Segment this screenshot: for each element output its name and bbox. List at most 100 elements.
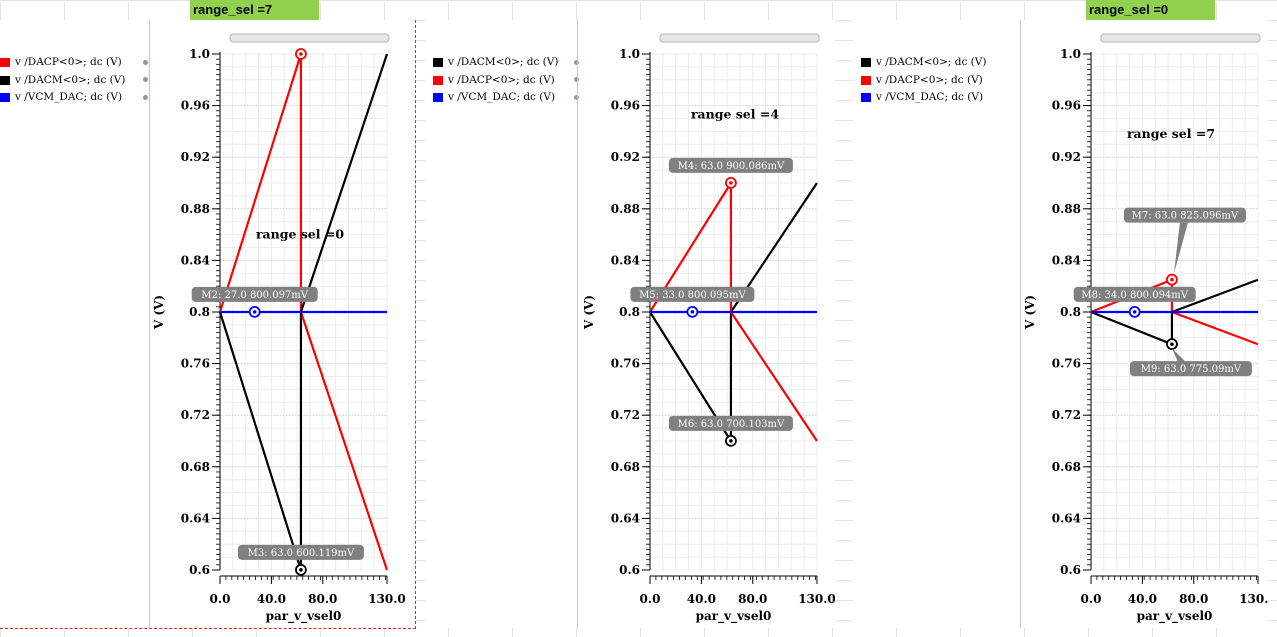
marker-callout — [191, 286, 318, 302]
y-tick-label: 0.88 — [611, 202, 640, 216]
marker-callout-label: M5: 33.0 800.095mV — [639, 290, 746, 301]
legend-swatch — [433, 58, 443, 68]
y-axis-title: V (V) — [152, 295, 166, 330]
legend-item[interactable]: v /DACM<0>; dc (V) — [0, 72, 148, 90]
legend-item[interactable]: v /DACP<0>; dc (V) — [861, 72, 1011, 90]
legend-item[interactable]: v /DACP<0>; dc (V) — [0, 54, 148, 72]
y-tick-label: 0.92 — [611, 150, 640, 164]
legend-swatch — [433, 75, 443, 85]
legend-label: v /DACM<0>; dc (V) — [448, 56, 559, 68]
y-tick-label: 0.6 — [189, 563, 210, 577]
y-tick-label: 0.68 — [1052, 460, 1081, 474]
marker-callout — [1073, 286, 1196, 302]
marker-callout-label: M7: 63.0 825.096mV — [1132, 211, 1239, 222]
marker-callout — [1129, 361, 1252, 377]
range-sel-annotation: range sel =7 — [1127, 126, 1215, 141]
legend-swatch — [0, 75, 10, 85]
legend-item[interactable]: v /VCM_DAC; dc (V) — [861, 89, 1011, 107]
y-tick-label: 0.96 — [181, 99, 210, 113]
legend-item[interactable]: v /DACM<0>; dc (V) — [433, 54, 578, 72]
y-tick-label: 0.68 — [181, 460, 210, 474]
legend-visibility-dot[interactable] — [574, 95, 579, 100]
x-tick-label: 80.0 — [738, 592, 767, 606]
legend-2: v /DACM<0>; dc (V) v /DACP<0>; dc (V) v … — [433, 54, 579, 107]
y-tick-label: 1.0 — [619, 47, 640, 61]
legend-label: v /VCM_DAC; dc (V) — [876, 91, 984, 103]
y-tick-label: 0.84 — [611, 253, 640, 267]
y-tick-label: 0.96 — [1052, 99, 1081, 113]
y-tick-label: 1.0 — [1060, 47, 1081, 61]
waveform-panel-1: v /DACP<0>; dc (V) v /DACM<0>; dc (V) v … — [0, 20, 415, 628]
panel-divider — [149, 20, 150, 628]
panel-divider — [1020, 20, 1021, 628]
legend-visibility-dot[interactable] — [143, 95, 148, 100]
marker-callout-label: M9: 63.0 775.09mV — [1141, 364, 1242, 375]
marker-dot — [1170, 342, 1174, 346]
marker-dot — [299, 52, 303, 56]
series-line — [218, 52, 389, 571]
x-tick-label: 130.0 — [368, 592, 406, 606]
legend-label: v /VCM_DAC; dc (V) — [15, 91, 123, 103]
x-axis-title: par_v_vsel0 — [266, 609, 342, 624]
marker-dot — [299, 568, 303, 572]
x-tick-label: 0.0 — [210, 592, 231, 606]
x-tick-label: 40.0 — [687, 592, 716, 606]
series-line — [1090, 278, 1259, 346]
marker-dot — [690, 310, 695, 314]
legend-swatch — [433, 93, 443, 103]
legend-swatch — [0, 58, 10, 68]
legend-swatch — [861, 93, 871, 103]
legend-visibility-dot[interactable] — [143, 77, 148, 82]
legend-item[interactable]: v /VCM_DAC; dc (V) — [433, 89, 578, 107]
marker-dot — [729, 439, 733, 443]
marker-callout-pointer — [1171, 348, 1186, 363]
y-tick-label: 0.76 — [181, 357, 210, 371]
legend-label: v /DACP<0>; dc (V) — [15, 56, 122, 68]
marker-dot — [252, 310, 257, 314]
marker-dot — [729, 181, 733, 185]
series-line — [649, 182, 818, 443]
x-axis-title: par_v_vsel0 — [696, 609, 772, 624]
legend-visibility-dot[interactable] — [143, 60, 148, 65]
marker-callout-label: M3: 63.0 600.119mV — [248, 548, 355, 559]
x-tick-label: 80.0 — [1179, 592, 1208, 606]
legend-visibility-dot[interactable] — [574, 77, 579, 82]
legend-visibility-dot[interactable] — [574, 60, 579, 65]
marker-callout-label: M6: 63.0 700.103mV — [678, 419, 785, 430]
y-tick-label: 0.96 — [611, 99, 640, 113]
marker-callout — [668, 157, 793, 173]
range-sel-tag-right[interactable]: range_sel =0 — [1086, 0, 1215, 20]
y-tick-label: 0.64 — [1052, 511, 1081, 525]
overview-scrollbar — [1100, 33, 1261, 43]
overview-scrollbar — [659, 33, 820, 43]
chart-range-sel-4: 0.6 0.64 0.68 0.72 0.76 0.8 0.84 0.88 0.92 0.96 1.… — [582, 33, 835, 624]
waveform-panel-3: v /DACM<0>; dc (V) v /DACP<0>; dc (V) v … — [853, 20, 1268, 628]
marker-callout — [237, 544, 364, 560]
legend-item[interactable]: v /DACM<0>; dc (V) — [861, 54, 1011, 72]
waveform-panel-2: v /DACM<0>; dc (V) v /DACP<0>; dc (V) v … — [425, 20, 835, 628]
range-sel-tag-left[interactable]: range_sel =7 — [190, 0, 319, 20]
marker-dot — [1170, 277, 1174, 282]
legend-item[interactable]: v /VCM_DAC; dc (V) — [0, 89, 148, 107]
y-tick-label: 1.0 — [189, 47, 210, 61]
marker-callout-label: M2: 27.0 800.097mV — [201, 290, 308, 301]
x-tick-label: 0.0 — [640, 592, 661, 606]
marker-dot — [1132, 310, 1137, 314]
marker-callout-label: M8: 34.0 800.094mV — [1081, 290, 1188, 301]
legend-swatch — [0, 93, 10, 103]
x-tick-label: 80.0 — [308, 592, 337, 606]
series-line — [649, 181, 818, 442]
legend-item[interactable]: v /DACP<0>; dc (V) — [433, 72, 578, 90]
legend-label: v /DACP<0>; dc (V) — [876, 73, 983, 86]
marker-callout-label: M4: 63.0 900.086mV — [678, 161, 785, 172]
legend-swatch — [861, 58, 871, 68]
dashed-selection-border — [0, 20, 416, 629]
y-tick-label: 0.84 — [1052, 253, 1081, 267]
y-tick-label: 0.64 — [611, 511, 640, 525]
y-tick-label: 0.72 — [1052, 408, 1081, 422]
y-tick-label: 0.64 — [181, 511, 210, 525]
y-tick-label: 0.6 — [1060, 563, 1081, 577]
y-tick-label: 0.92 — [1052, 150, 1081, 164]
x-tick-label: 40.0 — [257, 592, 286, 606]
legend-swatch — [861, 75, 871, 85]
